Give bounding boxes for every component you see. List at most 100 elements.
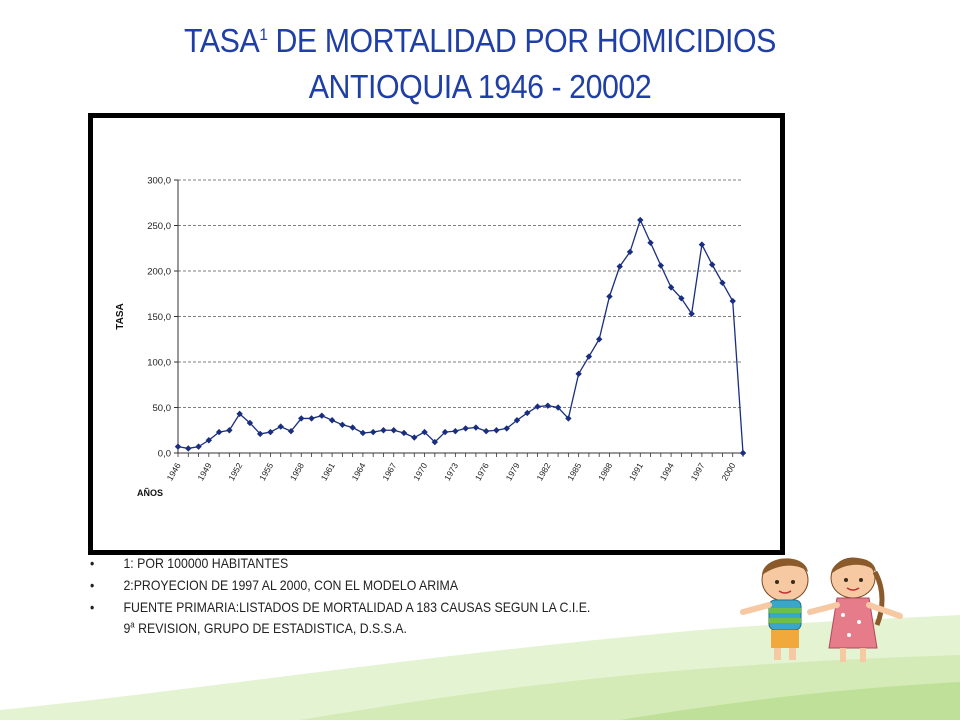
x-tick-label: 1964 [350, 461, 368, 483]
y-tick-label: 150,0 [147, 312, 171, 323]
data-point [267, 428, 274, 436]
data-point [503, 425, 510, 432]
data-point [411, 434, 418, 441]
x-tick-label: 1976 [473, 461, 491, 483]
bullet: • [90, 577, 95, 593]
footnote-3: • FUENTE PRIMARIA:LISTADOS DE MORTALIDAD… [90, 599, 653, 637]
data-point [657, 262, 665, 269]
data-point [328, 417, 336, 424]
data-point [256, 430, 264, 438]
data-point [236, 410, 243, 418]
data-point [554, 404, 562, 411]
data-point [544, 402, 552, 409]
title-text-rest: DE MORTALIDAD POR HOMICIDIOS [267, 22, 776, 59]
bullet: • [90, 599, 95, 615]
y-tick-label: 200,0 [147, 267, 171, 278]
data-point [246, 419, 254, 427]
data-point [390, 427, 397, 434]
title-superscript: 1 [259, 25, 268, 44]
x-tick-label: 1994 [658, 461, 676, 483]
chart-frame: 0,0 50,0 100,0 150,0 200,0 250,0 300,0 1946 1949… [88, 113, 785, 555]
y-axis-title: TASA [115, 303, 126, 329]
data-point [708, 261, 716, 268]
chart-svg: 0,0 50,0 100,0 150,0 200,0 250,0 300,0 1946 1949… [115, 176, 747, 498]
data-point [595, 336, 603, 343]
x-tick-label: 1991 [627, 461, 645, 483]
data-point [626, 248, 634, 256]
bullet: • [90, 555, 95, 571]
footnote-text-line-2: 9a REVISION, GRUPO DE ESTADISTICA, D.S.S… [123, 619, 407, 636]
x-tick-label: 1958 [288, 461, 306, 483]
x-tick-label: 1955 [257, 461, 275, 483]
footnote-rest: REVISION, GRUPO DE ESTADISTICA, D.S.S.A. [134, 619, 407, 636]
data-point [185, 445, 192, 452]
data-point [719, 279, 726, 287]
data-point [565, 415, 572, 422]
data-point [226, 427, 233, 434]
x-axis-title: AÑOS [137, 488, 163, 498]
footnote-sup: a [130, 619, 135, 629]
grass-decoration [0, 615, 960, 720]
data-point [421, 428, 428, 436]
data-point [277, 423, 284, 430]
x-tick-label: 1988 [596, 461, 614, 483]
girl-figure [807, 557, 903, 662]
x-tick-label: 1979 [504, 461, 522, 483]
y-tick-label: 250,0 [147, 221, 171, 232]
x-tick-label: 1997 [689, 461, 707, 483]
footnote-2: • 2:PROYECION DE 1997 AL 2000, CON EL MO… [90, 577, 653, 594]
data-point [647, 239, 654, 246]
title-line-1: TASA1 DE MORTALIDAD POR HOMICIDIOS [38, 18, 921, 64]
data-point [616, 263, 623, 270]
footnote-text-line-1: FUENTE PRIMARIA:LISTADOS DE MORTALIDAD A… [123, 599, 591, 615]
data-point [667, 284, 675, 291]
y-tick-label: 100,0 [147, 358, 171, 369]
data-point [215, 428, 223, 436]
y-tick-label: 50,0 [153, 403, 172, 414]
footnotes: • 1: POR 100000 HABITANTES • 2:PROYECION… [90, 555, 653, 642]
data-point [339, 421, 346, 428]
data-point [606, 293, 613, 300]
data-point [369, 428, 377, 436]
data-point [524, 409, 531, 417]
x-tick-label: 1982 [534, 461, 552, 483]
data-point [308, 415, 315, 422]
footnote-num: 9 [123, 619, 131, 636]
series-line [177, 218, 744, 454]
title-text: TASA [184, 22, 260, 59]
data-point [637, 216, 644, 224]
data-point [698, 241, 706, 248]
x-tick-label: 1973 [442, 461, 460, 483]
x-tick-label: 1967 [380, 461, 398, 483]
title-line-2: ANTIOQUIA 1946 - 20002 [308, 68, 652, 105]
footnote-text: 1: POR 100000 HABITANTES [123, 555, 289, 571]
x-tick-label: 1985 [565, 461, 583, 483]
data-point [298, 415, 305, 422]
boy-figure [740, 558, 809, 660]
children-illustration [740, 557, 903, 662]
data-point [431, 438, 439, 446]
data-point [195, 443, 202, 450]
data-point [380, 427, 387, 434]
x-tick-label: 1952 [226, 461, 244, 483]
x-tick-label: 1970 [411, 461, 429, 483]
data-point [688, 310, 695, 317]
data-point [493, 427, 500, 434]
data-point [400, 429, 408, 437]
data-point [729, 297, 736, 305]
footnote-text: 2:PROYECION DE 1997 AL 2000, CON EL MODE… [123, 577, 459, 593]
data-point [513, 417, 521, 424]
data-point [318, 412, 326, 419]
y-tick-label: 0,0 [158, 449, 171, 460]
slide-title: TASA1 DE MORTALIDAD POR HOMICIDIOS ANTIO… [38, 18, 921, 110]
data-point [678, 295, 685, 302]
data-point [452, 427, 459, 435]
x-tick-label: 1949 [195, 461, 213, 483]
y-tick-label: 300,0 [147, 176, 171, 187]
data-point [349, 424, 356, 431]
data-point [287, 427, 295, 435]
data-point [585, 353, 593, 360]
footnote-1: • 1: POR 100000 HABITANTES [90, 555, 653, 572]
x-tick-label: 2000 [719, 461, 737, 483]
data-point [359, 429, 367, 437]
